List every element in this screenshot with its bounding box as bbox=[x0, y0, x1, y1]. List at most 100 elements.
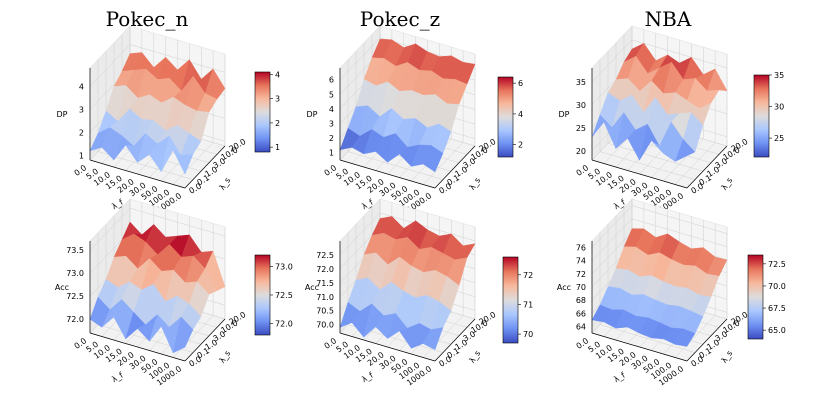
surface-cell bbox=[674, 328, 696, 347]
colorbar bbox=[254, 254, 271, 336]
y-axis-label: λ_s bbox=[468, 176, 483, 192]
x-axis-label: λ_f bbox=[612, 371, 627, 385]
colorbar bbox=[753, 74, 770, 158]
x-axis-line bbox=[89, 332, 186, 362]
panel-pokec_n_dp: 0.05.010.015.020.030.050.0100.01000.00.0… bbox=[57, 7, 281, 215]
grid-line-z bbox=[339, 212, 476, 256]
z-tick-label: 2 bbox=[79, 128, 84, 137]
surface-cell bbox=[172, 316, 194, 354]
z-tick-label: 2 bbox=[329, 134, 334, 143]
z-tick-label: 73.5 bbox=[66, 246, 84, 255]
colorbar-tick-label: 73.0 bbox=[275, 262, 293, 271]
grid-line-z bbox=[591, 39, 728, 82]
grid-line-z bbox=[89, 207, 226, 251]
y-axis-line bbox=[686, 318, 728, 362]
z-tick-label: 1 bbox=[329, 149, 334, 158]
z-tick-label: 72.0 bbox=[316, 265, 334, 274]
y-axis-line bbox=[184, 318, 226, 362]
y-axis-line bbox=[434, 145, 476, 189]
z-tick-label: 72.5 bbox=[66, 292, 84, 301]
z-tick-label: 70 bbox=[576, 283, 586, 292]
panel-pokec_z_dp: 0.05.010.015.020.030.050.0100.01000.00.0… bbox=[307, 7, 524, 215]
panel-title: NBA bbox=[645, 7, 692, 31]
panel-nba_dp: 0.05.010.015.020.030.050.0100.01000.00.0… bbox=[559, 7, 785, 215]
colorbar bbox=[747, 254, 764, 340]
panel-nba_acc: 0.05.010.015.020.030.050.0100.01000.00.0… bbox=[557, 198, 786, 388]
z-tick-label: 35 bbox=[576, 78, 586, 87]
z-axis-label: Acc bbox=[557, 283, 571, 292]
z-tick-label: 20 bbox=[576, 147, 586, 156]
z-tick-label: 73.0 bbox=[66, 269, 84, 278]
colorbar-tick-label: 70 bbox=[523, 330, 533, 339]
colorbar-tick-label: 72.5 bbox=[768, 260, 786, 269]
y-axis-line bbox=[184, 145, 226, 189]
z-axis-label: DP bbox=[559, 110, 570, 119]
colorbar-tick-label: 72.5 bbox=[275, 291, 293, 300]
panel-title: Pokec_n bbox=[106, 7, 189, 31]
z-tick-label: 71.5 bbox=[316, 279, 334, 288]
z-tick-label: 64 bbox=[576, 322, 586, 331]
x-axis-label: λ_f bbox=[110, 371, 125, 385]
colorbar-tick-label: 1 bbox=[275, 143, 280, 152]
colorbar bbox=[502, 256, 519, 344]
z-tick-label: 70.0 bbox=[316, 321, 334, 330]
panel-pokec_z_acc: 0.05.010.015.020.030.050.0100.01000.00.0… bbox=[305, 198, 533, 388]
colorbar-tick-label: 4 bbox=[518, 110, 523, 119]
z-tick-label: 25 bbox=[576, 124, 586, 133]
x-axis-line bbox=[591, 159, 688, 189]
grid-line-y bbox=[599, 59, 696, 180]
colorbar-tick-label: 65.0 bbox=[768, 326, 786, 335]
grid-line-y bbox=[599, 232, 696, 353]
z-axis-label: Acc bbox=[55, 283, 69, 292]
colorbar bbox=[254, 71, 271, 153]
z-tick-label: 5 bbox=[329, 90, 334, 99]
y-axis-line bbox=[686, 145, 728, 189]
z-axis-label: DP bbox=[307, 110, 318, 119]
z-tick-label: 1 bbox=[79, 151, 84, 160]
z-tick-label: 68 bbox=[576, 296, 586, 305]
panel-pokec_n_acc: 0.05.010.015.020.030.050.0100.01000.00.0… bbox=[55, 198, 293, 388]
colorbar bbox=[497, 76, 514, 158]
colorbar-tick-label: 3 bbox=[275, 95, 280, 104]
grid-line-y bbox=[347, 59, 444, 180]
z-tick-label: 3 bbox=[329, 119, 334, 128]
x-axis-line bbox=[339, 332, 436, 362]
colorbar-tick-label: 4 bbox=[275, 70, 280, 79]
colorbar-tick-label: 2 bbox=[275, 119, 280, 128]
x-axis-line bbox=[89, 159, 186, 189]
colorbar-tick-label: 35 bbox=[774, 71, 784, 80]
z-tick-label: 71.0 bbox=[316, 293, 334, 302]
z-tick-label: 30 bbox=[576, 101, 586, 110]
z-tick-label: 70.5 bbox=[316, 307, 334, 316]
z-tick-label: 72 bbox=[576, 270, 586, 279]
colorbar-tick-label: 72 bbox=[523, 271, 533, 280]
colorbar-tick-label: 2 bbox=[518, 141, 523, 150]
x-axis-line bbox=[339, 159, 436, 189]
y-axis-line bbox=[434, 318, 476, 362]
z-tick-label: 6 bbox=[329, 76, 334, 85]
z-axis-label: Acc bbox=[305, 283, 319, 292]
y-axis-label: λ_s bbox=[468, 349, 483, 365]
z-tick-label: 3 bbox=[79, 105, 84, 114]
x-axis-line bbox=[591, 332, 688, 362]
y-axis-label: λ_s bbox=[720, 349, 735, 365]
colorbar-tick-label: 25 bbox=[774, 134, 784, 143]
z-tick-label: 4 bbox=[79, 82, 84, 91]
y-axis-label: λ_s bbox=[218, 349, 233, 365]
x-axis-label: λ_f bbox=[360, 371, 375, 385]
colorbar-tick-label: 6 bbox=[518, 79, 523, 88]
z-tick-label: 72.5 bbox=[316, 251, 334, 260]
grid-line-y bbox=[607, 51, 704, 172]
colorbar-tick-label: 71 bbox=[523, 300, 533, 309]
grid-line-z bbox=[89, 44, 226, 87]
z-axis-label: DP bbox=[57, 110, 68, 119]
surface-cell bbox=[674, 138, 696, 162]
surface-cell bbox=[172, 149, 194, 175]
colorbar-tick-label: 72.0 bbox=[275, 320, 293, 329]
y-axis-label: λ_s bbox=[218, 176, 233, 192]
surface-cell bbox=[422, 145, 444, 173]
grid-line-z bbox=[591, 218, 728, 261]
z-tick-label: 4 bbox=[329, 105, 334, 114]
colorbar-tick-label: 30 bbox=[774, 103, 784, 112]
